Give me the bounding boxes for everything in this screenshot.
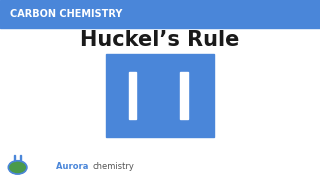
Bar xyxy=(0,0,320,28)
Text: CARBON CHEMISTRY: CARBON CHEMISTRY xyxy=(10,9,122,19)
Text: chemistry: chemistry xyxy=(93,162,135,171)
Text: Aurora: Aurora xyxy=(56,162,91,171)
Text: Huckel’s Rule: Huckel’s Rule xyxy=(80,30,240,51)
Bar xyxy=(129,72,136,119)
Bar xyxy=(180,72,188,119)
Bar xyxy=(14,155,15,161)
Bar xyxy=(106,54,214,137)
Ellipse shape xyxy=(9,161,27,174)
Bar xyxy=(20,155,21,161)
